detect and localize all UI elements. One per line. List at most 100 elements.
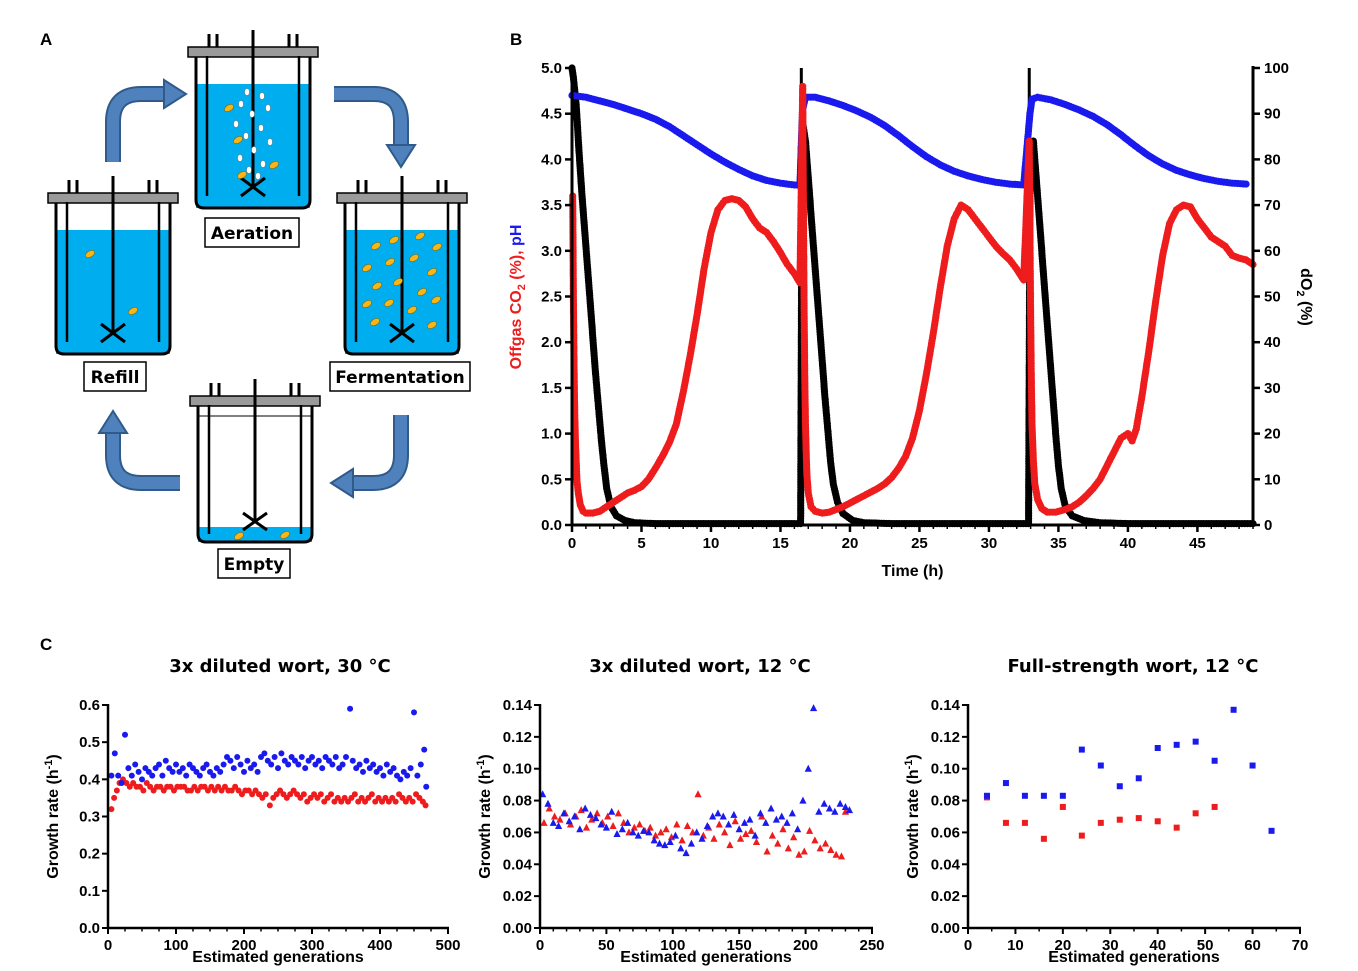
data-point	[645, 828, 653, 836]
data-point	[261, 750, 268, 757]
data-point	[390, 765, 397, 772]
data-point	[671, 831, 680, 839]
data-point	[108, 806, 115, 813]
data-point	[1078, 746, 1085, 753]
y2-tick-label: 10	[1264, 471, 1281, 488]
x-axis-title: Time (h)	[882, 563, 944, 580]
y2-tick-label: 90	[1264, 106, 1281, 123]
y-axis-title: Growth rate (h-1)	[903, 754, 922, 878]
y-tick-label: 5.0	[541, 60, 562, 77]
data-point	[1154, 818, 1161, 825]
y-axis-title-text: Growth rate (h-1)	[903, 754, 922, 878]
x-tick-label: 35	[1050, 535, 1067, 552]
data-point	[730, 810, 738, 818]
data-point	[1268, 827, 1275, 834]
data-point	[302, 765, 309, 772]
data-point	[360, 768, 366, 775]
data-point	[113, 787, 120, 794]
data-point	[1211, 757, 1218, 764]
data-point	[821, 839, 830, 847]
data-point	[328, 791, 335, 798]
data-point	[646, 823, 654, 831]
vessel-fermentation	[336, 176, 468, 356]
vessel-refill	[47, 176, 179, 356]
y-tick-label: 4.5	[541, 106, 562, 123]
data-point	[370, 761, 377, 768]
ylabel-pct: (%),	[508, 246, 525, 284]
data-point	[1192, 738, 1199, 745]
data-point	[841, 802, 850, 810]
x-tick-label: 20	[1055, 937, 1072, 954]
y2-tick-label: 100	[1264, 60, 1289, 77]
data-point	[666, 837, 674, 845]
x-tick-label: 250	[859, 937, 884, 954]
ylabel-ph: pH	[508, 225, 525, 246]
data-point	[751, 831, 759, 839]
y-tick-label: 0.3	[79, 809, 100, 826]
y-tick-label: 0.4	[79, 771, 101, 788]
data-point	[397, 776, 404, 783]
chart-b: 0.0 0.5 1.0 1.5 2.0 2.5 3.0 3.5 4.0 4.5 5.0 0 10 20 30…	[541, 60, 1289, 580]
vessel-empty	[189, 379, 321, 544]
data-point	[677, 844, 685, 852]
data-point	[556, 815, 564, 823]
data-point	[593, 809, 601, 817]
y-tick-label: 0.1	[79, 883, 100, 900]
data-point	[417, 761, 424, 768]
data-point	[162, 757, 169, 764]
x-tick-label: 25	[911, 535, 928, 552]
y-tick-label: 0.06	[931, 824, 960, 841]
y-tick-label: 0.00	[931, 920, 960, 937]
data-point	[767, 804, 775, 812]
y-tick-label: 0.04	[503, 856, 533, 873]
data-point	[1211, 803, 1218, 810]
data-point	[1059, 803, 1066, 810]
data-point	[763, 847, 771, 855]
data-point	[1135, 775, 1142, 782]
data-point	[156, 761, 162, 768]
data-point	[230, 765, 237, 772]
data-point	[662, 825, 670, 833]
y-axis-title-text: Growth rate (h-1)	[43, 754, 62, 878]
data-point	[319, 765, 326, 772]
data-point	[551, 812, 559, 820]
data-point	[820, 799, 828, 807]
y-tick-label: 0.12	[503, 729, 532, 746]
label-aeration: Aeration	[204, 217, 300, 248]
data-point	[404, 772, 411, 779]
x-tick-label: 45	[1189, 535, 1206, 552]
data-point	[179, 765, 186, 772]
data-point	[254, 768, 261, 775]
x-tick-label: 150	[727, 937, 752, 954]
data-point	[125, 765, 132, 772]
data-point	[210, 772, 217, 779]
data-point	[795, 850, 803, 858]
data-point	[392, 798, 399, 805]
y2-tick-label: 0	[1264, 517, 1272, 534]
chart-b-left-axis-title: Offgas CO2 (%), pH	[508, 225, 528, 370]
data-point	[624, 818, 632, 826]
data-point	[724, 820, 733, 828]
x-axis-title: Estimated generations	[1048, 949, 1220, 966]
y-axis-title-end: )	[905, 754, 922, 759]
data-point	[377, 765, 383, 772]
data-point	[271, 754, 278, 761]
label-fermentation: Fermentation	[329, 361, 471, 392]
data-point	[118, 780, 125, 787]
y-tick-label: 0.14	[931, 697, 961, 714]
data-point	[678, 836, 686, 844]
data-point	[825, 804, 834, 812]
data-point	[719, 812, 727, 820]
data-point	[731, 817, 739, 825]
data-point	[779, 825, 787, 833]
data-point	[720, 828, 729, 836]
data-point	[639, 826, 648, 834]
data-point	[173, 761, 179, 768]
data-point	[409, 798, 416, 805]
data-point	[351, 791, 358, 798]
data-point	[332, 754, 339, 761]
x-tick-label: 50	[1197, 937, 1214, 954]
data-point	[544, 799, 552, 807]
data-point	[383, 761, 390, 768]
x-tick-label: 10	[1007, 937, 1024, 954]
